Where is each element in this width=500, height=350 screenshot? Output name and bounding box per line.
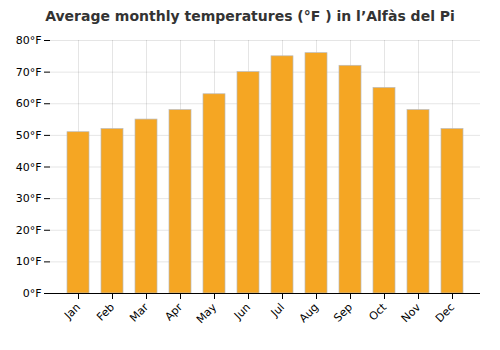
svg-text:Oct: Oct — [366, 300, 389, 323]
svg-text:20°F: 20°F — [16, 224, 42, 237]
svg-text:10°F: 10°F — [16, 255, 42, 268]
svg-text:70°F: 70°F — [16, 66, 42, 79]
svg-text:40°F: 40°F — [16, 161, 42, 174]
svg-text:50°F: 50°F — [16, 129, 42, 142]
svg-text:Nov: Nov — [399, 300, 424, 325]
svg-text:80°F: 80°F — [16, 34, 42, 47]
svg-text:30°F: 30°F — [16, 192, 42, 205]
svg-text:Jun: Jun — [231, 301, 253, 323]
svg-text:60°F: 60°F — [16, 97, 42, 110]
html-text:Average monthly temperatures (: Average monthly temperatures (°F ) in l’… — [45, 8, 455, 24]
svg-text:Jan: Jan — [61, 301, 83, 323]
svg-text:May: May — [194, 300, 220, 326]
svg-text:Jul: Jul — [268, 301, 287, 320]
svg-text:Feb: Feb — [94, 301, 117, 324]
svg-text:Aug: Aug — [297, 301, 321, 325]
svg-text:Mar: Mar — [127, 300, 151, 324]
svg-text:Apr: Apr — [162, 300, 185, 323]
svg-text:Dec: Dec — [433, 301, 457, 325]
svg-text:0°F: 0°F — [23, 287, 42, 300]
svg-text:Sep: Sep — [331, 301, 355, 325]
